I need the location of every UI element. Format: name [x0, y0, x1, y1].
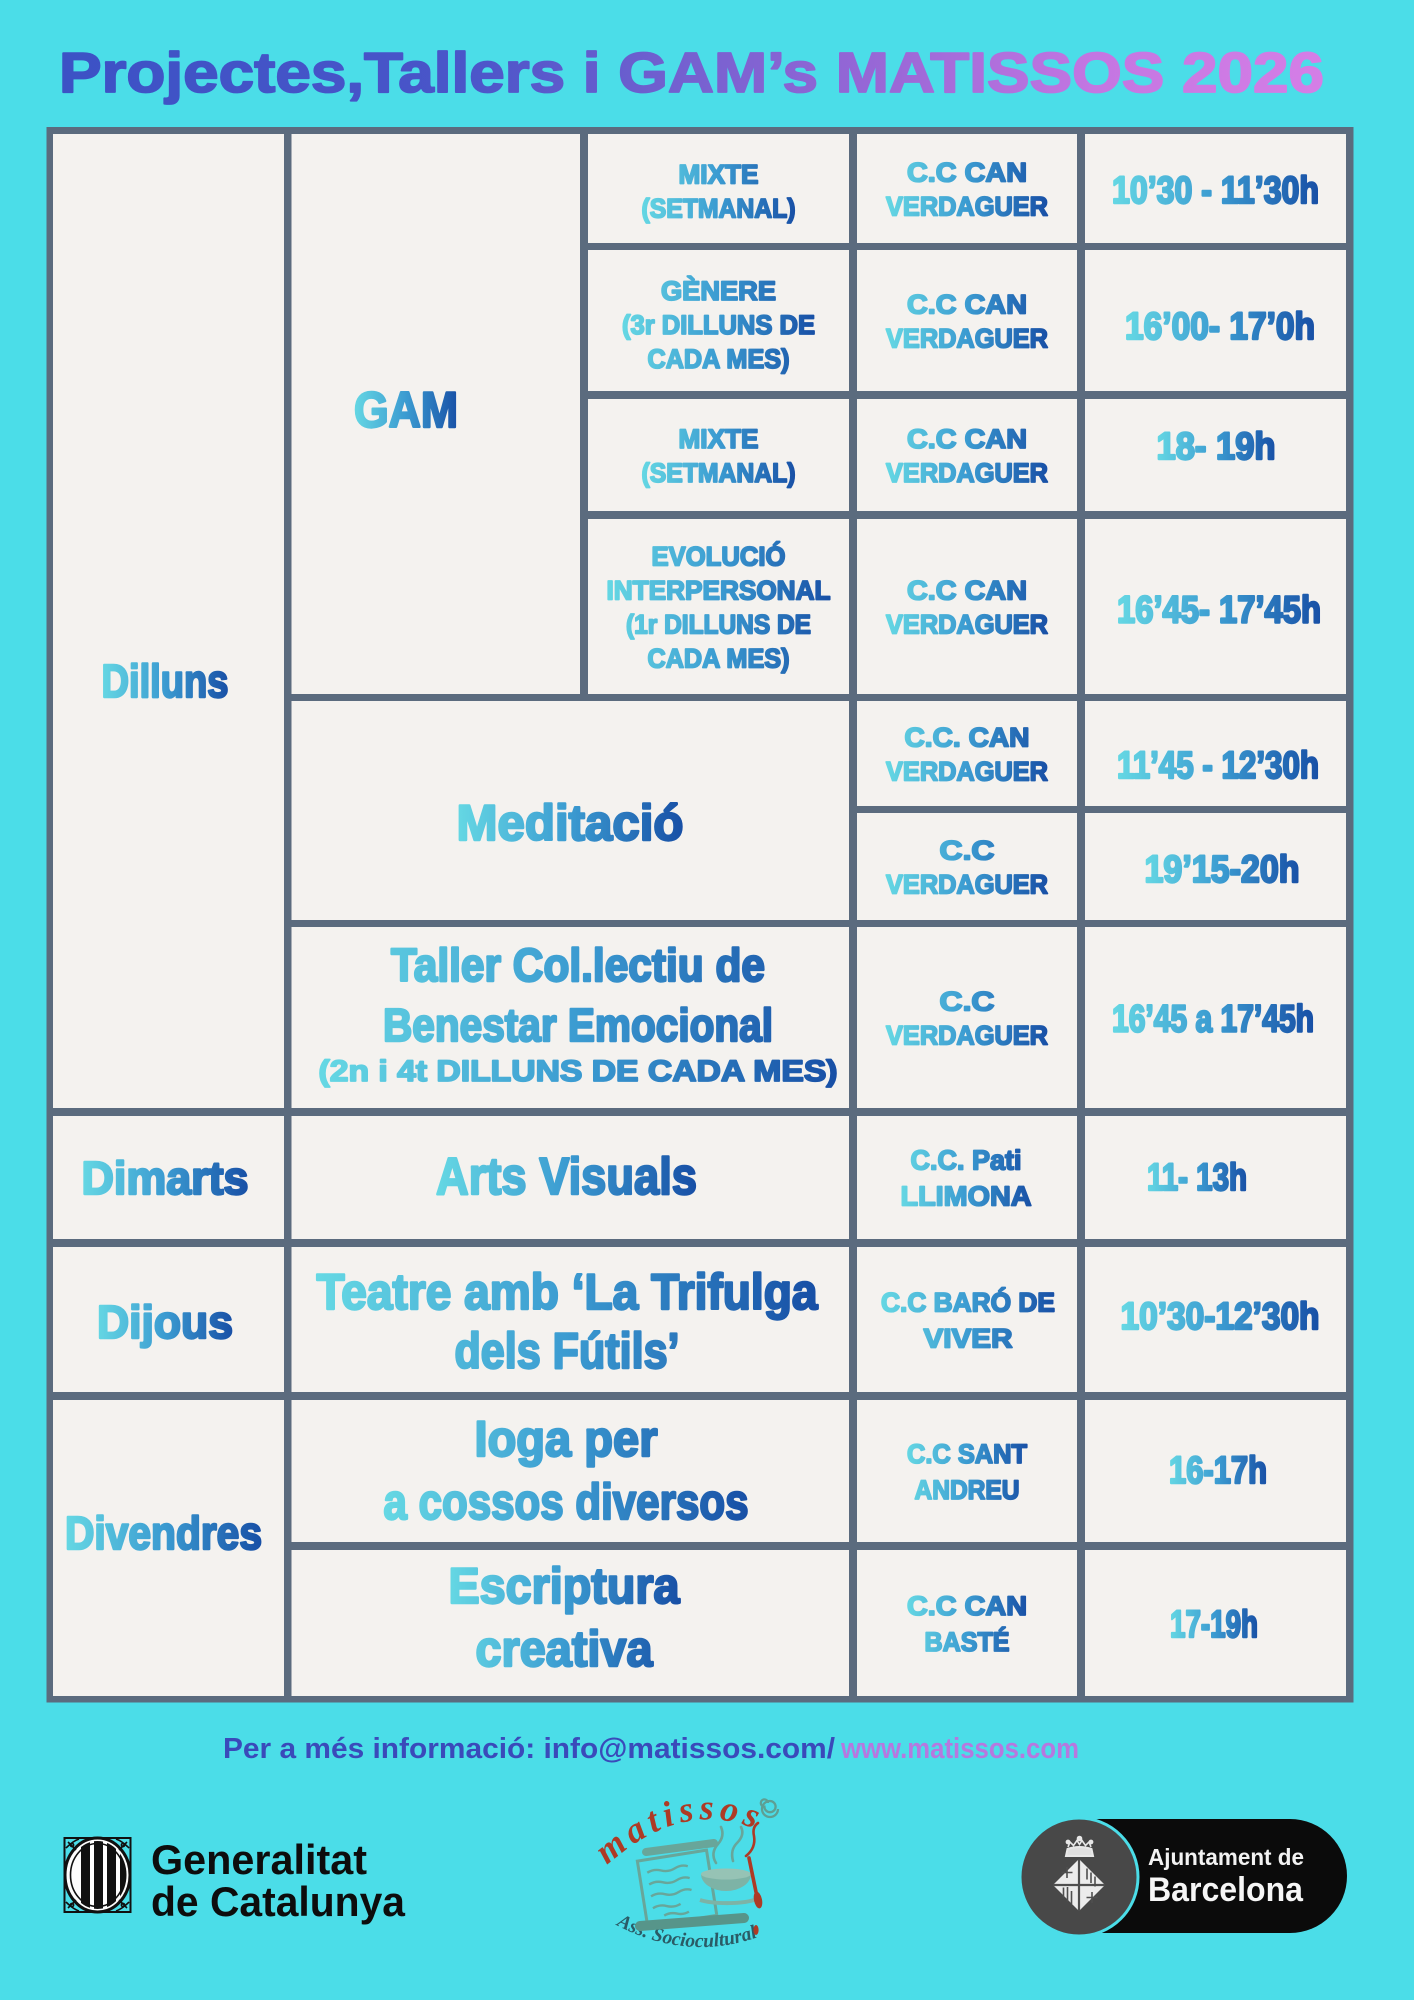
- svg-text:C.C CAN: C.C CAN: [907, 1591, 1027, 1621]
- svg-text:Projectes,Tallers i GAM’s MATI: Projectes,Tallers i GAM’s MATISSOS 2026: [59, 41, 1324, 105]
- svg-text:VIVER: VIVER: [924, 1324, 1013, 1354]
- svg-text:C.C: C.C: [940, 836, 995, 866]
- svg-text:VERDAGUER: VERDAGUER: [886, 1021, 1048, 1051]
- svg-text:VERDAGUER: VERDAGUER: [886, 458, 1048, 488]
- svg-text:Benestar Emocional: Benestar Emocional: [383, 999, 773, 1051]
- svg-text:VERDAGUER: VERDAGUER: [886, 870, 1048, 900]
- svg-text:C.C. Pati: C.C. Pati: [911, 1145, 1022, 1176]
- svg-text:INTERPERSONAL: INTERPERSONAL: [607, 576, 831, 606]
- svg-text:C.C: C.C: [940, 987, 995, 1017]
- svg-text:GÈNERE: GÈNERE: [661, 275, 776, 306]
- svg-text:Teatre amb ‘La Trifulga: Teatre amb ‘La Trifulga: [317, 1264, 819, 1320]
- svg-text:Generalitat: Generalitat: [151, 1836, 367, 1883]
- svg-text:Meditació: Meditació: [457, 795, 684, 851]
- svg-text:17-19h: 17-19h: [1170, 1604, 1258, 1646]
- svg-text:C.C CAN: C.C CAN: [907, 576, 1027, 606]
- svg-text:MIXTE: MIXTE: [679, 424, 759, 454]
- svg-text:CADA MES): CADA MES): [648, 644, 790, 674]
- svg-text:Taller Col.lectiu de: Taller Col.lectiu de: [391, 939, 765, 991]
- svg-text:Dimarts: Dimarts: [82, 1152, 249, 1204]
- svg-text:C.C CAN: C.C CAN: [907, 424, 1027, 454]
- svg-text:www.matissos.com: www.matissos.com: [840, 1733, 1079, 1765]
- svg-text:dels Fútils’: dels Fútils’: [455, 1323, 680, 1379]
- svg-text:(2n i 4t DILLUNS DE CADA MES): (2n i 4t DILLUNS DE CADA MES): [319, 1055, 838, 1088]
- svg-text:creativa: creativa: [476, 1621, 654, 1677]
- svg-text:Dilluns: Dilluns: [102, 655, 229, 707]
- svg-text:VERDAGUER: VERDAGUER: [886, 610, 1048, 640]
- svg-text:BASTÉ: BASTÉ: [925, 1626, 1010, 1657]
- svg-text:C.C SANT: C.C SANT: [907, 1439, 1027, 1469]
- svg-text:18- 19h: 18- 19h: [1157, 426, 1276, 468]
- svg-text:CADA MES): CADA MES): [648, 344, 790, 374]
- svg-text:C.C BARÓ DE: C.C BARÓ DE: [881, 1287, 1055, 1318]
- svg-text:(SETMANAL): (SETMANAL): [642, 194, 796, 224]
- svg-text:C.C. CAN: C.C. CAN: [905, 723, 1030, 753]
- svg-text:Escriptura: Escriptura: [449, 1558, 681, 1614]
- svg-text:16’00- 17’0h: 16’00- 17’0h: [1125, 306, 1315, 348]
- svg-text:Dijous: Dijous: [97, 1296, 233, 1348]
- svg-text:Divendres: Divendres: [65, 1507, 262, 1559]
- svg-text:a cossos diversos: a cossos diversos: [384, 1474, 749, 1530]
- svg-text:VERDAGUER: VERDAGUER: [886, 324, 1048, 354]
- svg-text:(1r DILLUNS DE: (1r DILLUNS DE: [626, 610, 811, 640]
- svg-text:19’15-20h: 19’15-20h: [1145, 849, 1300, 891]
- svg-text:10’30 - 11’30h: 10’30 - 11’30h: [1112, 170, 1319, 212]
- svg-text:Barcelona: Barcelona: [1148, 1871, 1304, 1909]
- svg-text:VERDAGUER: VERDAGUER: [886, 757, 1048, 787]
- svg-text:Ioga per: Ioga per: [475, 1411, 658, 1467]
- svg-text:de Catalunya: de Catalunya: [151, 1878, 406, 1925]
- svg-text:VERDAGUER: VERDAGUER: [886, 192, 1048, 222]
- svg-text:LLIMONA: LLIMONA: [901, 1181, 1032, 1212]
- svg-text:Ajuntament de: Ajuntament de: [1148, 1844, 1304, 1870]
- svg-text:16’45- 17’45h: 16’45- 17’45h: [1117, 590, 1321, 632]
- svg-text:C.C CAN: C.C CAN: [907, 158, 1027, 188]
- svg-text:11’45 - 12’30h: 11’45 - 12’30h: [1117, 745, 1319, 787]
- svg-text:(SETMANAL): (SETMANAL): [642, 458, 796, 488]
- svg-text:ANDREU: ANDREU: [915, 1475, 1020, 1505]
- svg-text:10’30-12’30h: 10’30-12’30h: [1121, 1296, 1320, 1338]
- svg-text:Per a més informació: info@mat: Per a més informació: info@matissos.com/: [223, 1733, 835, 1765]
- svg-text:GAM: GAM: [354, 382, 458, 438]
- svg-text:16’45 a 17’45h: 16’45 a 17’45h: [1112, 999, 1314, 1041]
- svg-text:16-17h: 16-17h: [1169, 1450, 1267, 1492]
- svg-text:11- 13h: 11- 13h: [1147, 1157, 1247, 1199]
- svg-text:MIXTE: MIXTE: [679, 160, 759, 190]
- svg-text:(3r DILLUNS DE: (3r DILLUNS DE: [622, 310, 815, 340]
- svg-text:Arts Visuals: Arts Visuals: [436, 1148, 697, 1206]
- svg-text:C.C CAN: C.C CAN: [907, 290, 1027, 320]
- svg-text:EVOLUCIÓ: EVOLUCIÓ: [652, 541, 786, 572]
